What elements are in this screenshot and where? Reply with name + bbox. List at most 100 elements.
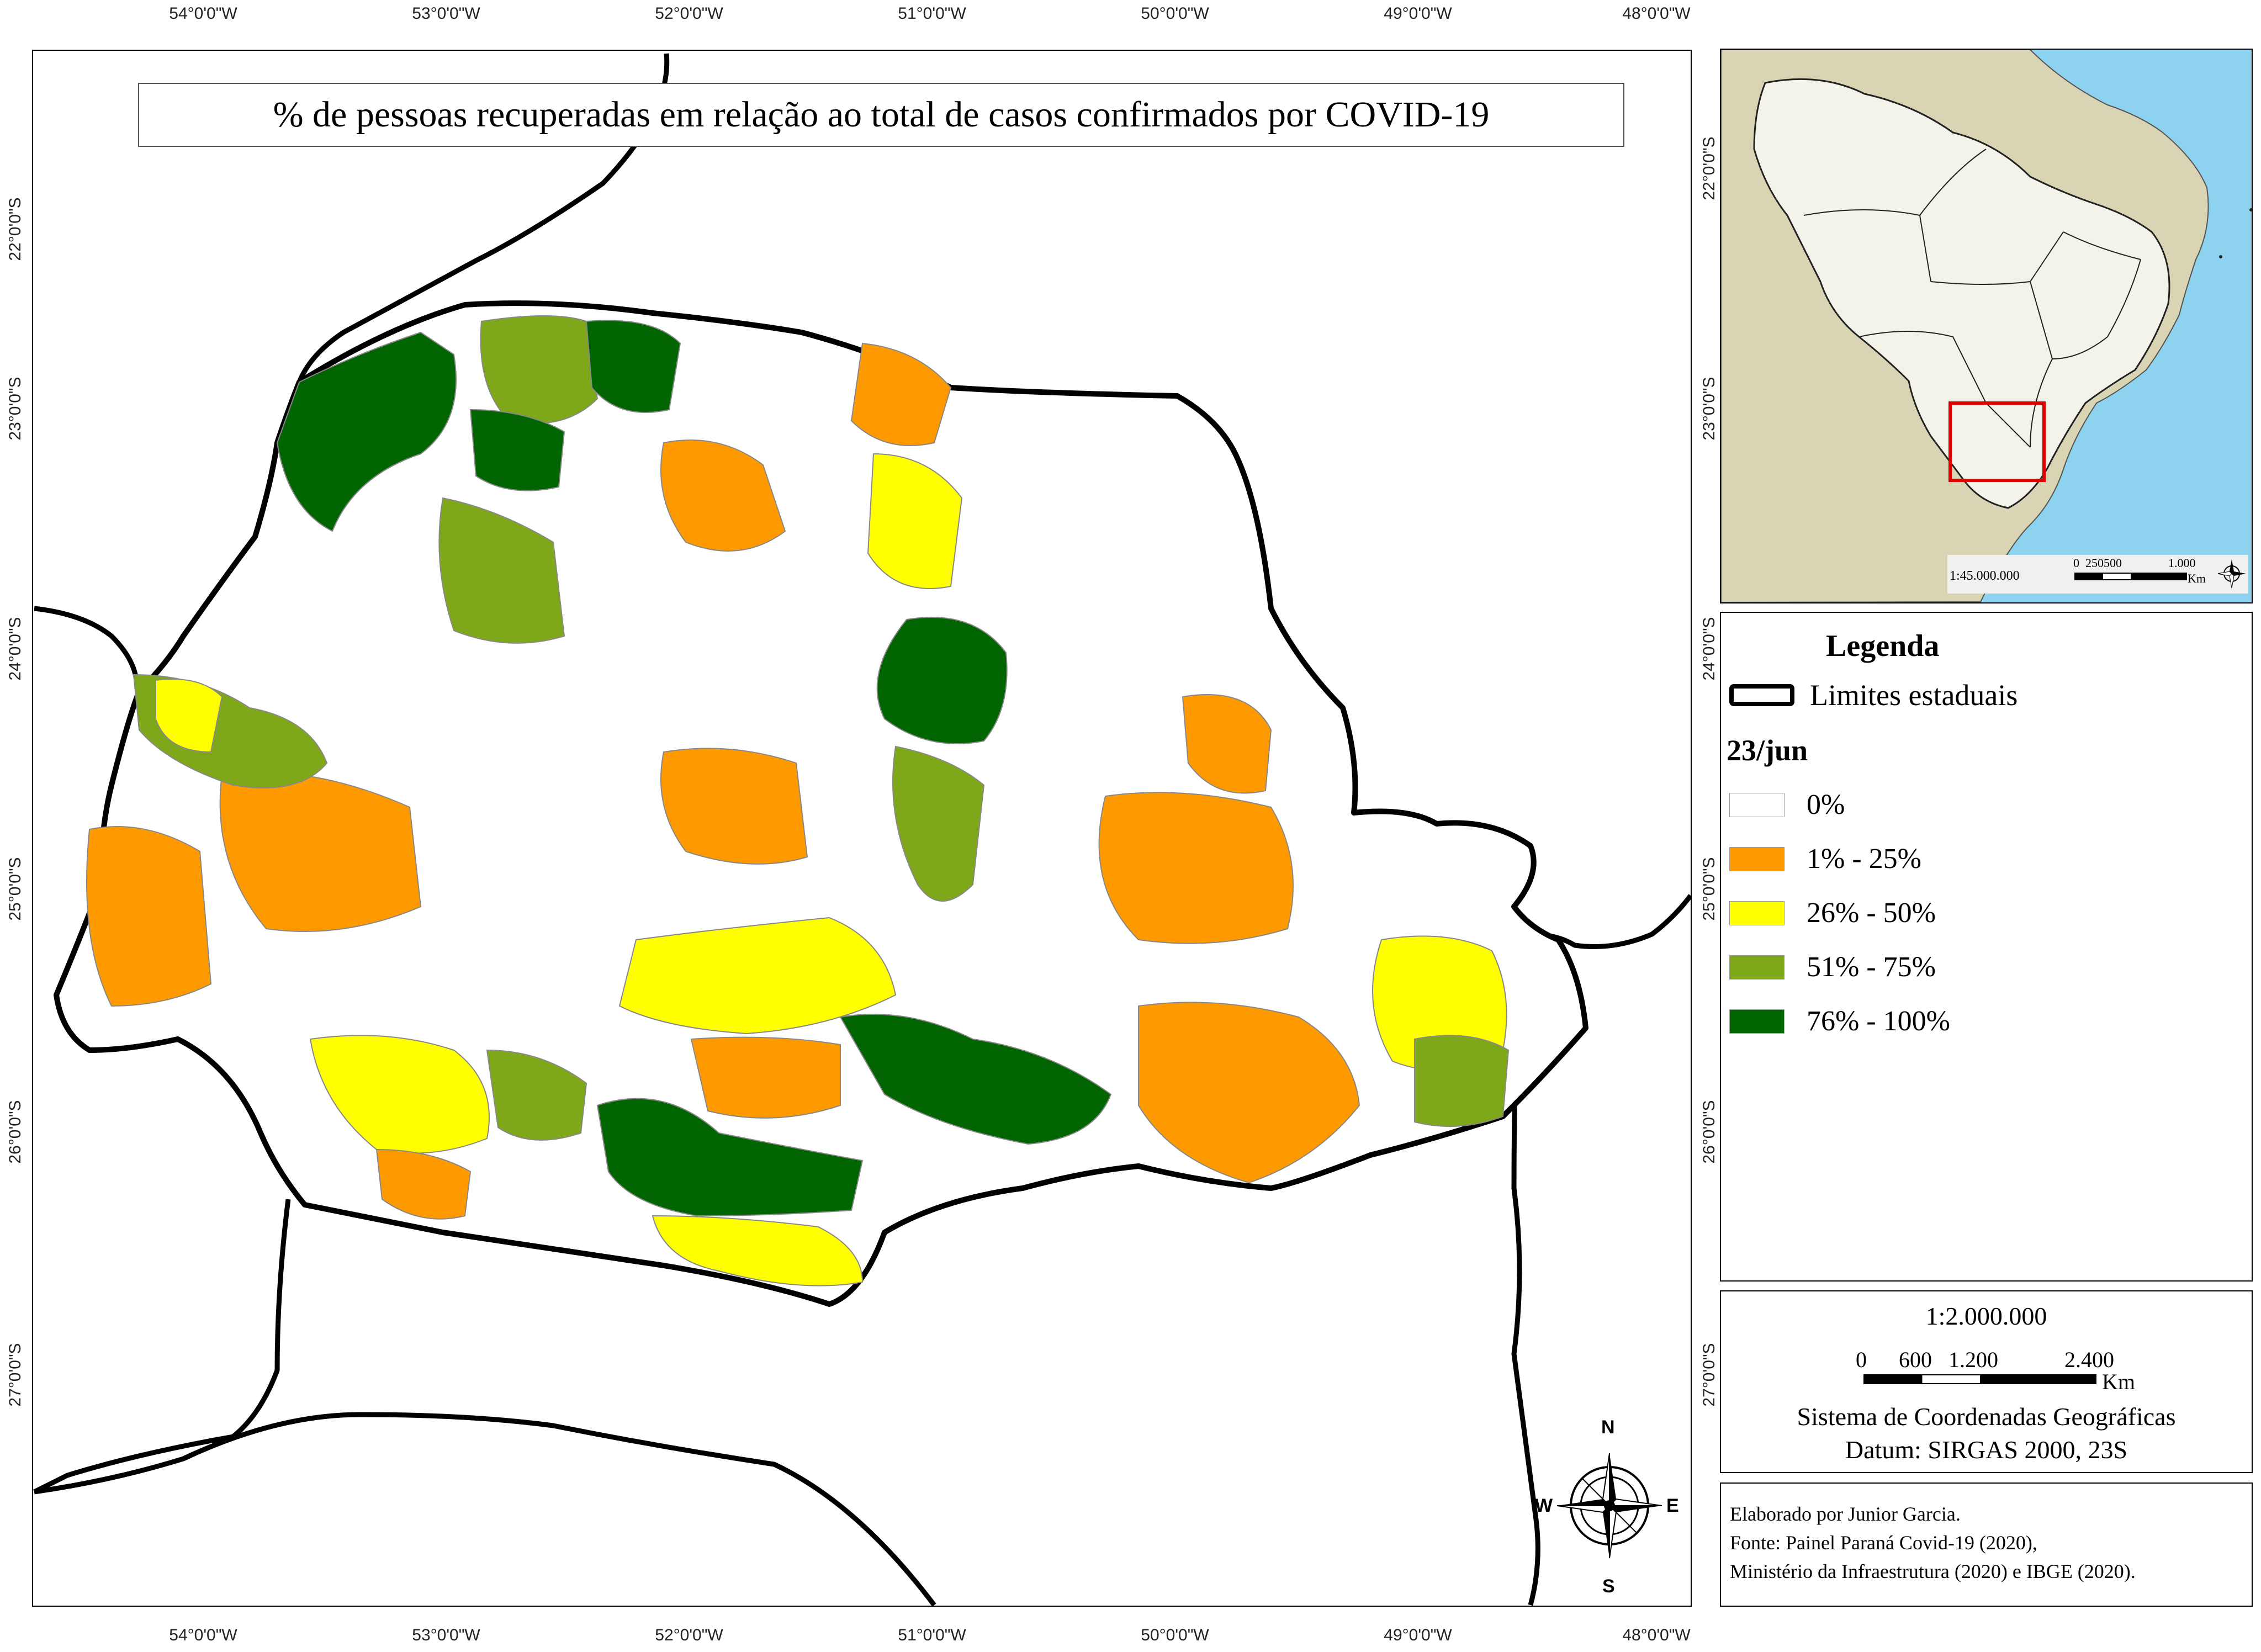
region-dark-green-north	[585, 320, 681, 413]
inset-locator-box	[1948, 401, 2046, 482]
south-america-inset	[1721, 50, 2252, 602]
lat-label-left-2: 23°0'0"S	[6, 377, 24, 441]
compass-s: S	[1602, 1576, 1615, 1597]
legend-class-row-2: 26% - 50%	[1729, 897, 1936, 929]
region-orange-south-center	[690, 1036, 841, 1119]
inset-bar-label-1: 250500	[2085, 556, 2122, 570]
scale-label-1: 600	[1899, 1347, 1932, 1372]
lon-label-top-7: 48°0'0"W	[1622, 4, 1691, 23]
region-yellow-west	[155, 679, 223, 753]
lon-label-bottom-1: 54°0'0"W	[169, 1626, 237, 1644]
inset-map-panel: 1:45.000.000 0 250500 1.000 Km	[1720, 49, 2253, 603]
state-map	[33, 53, 1691, 1606]
region-green-center	[892, 745, 985, 902]
region-orange-southwest	[375, 1148, 472, 1220]
legend-class-label-0: 0%	[1807, 789, 1845, 820]
lon-label-bottom-5: 50°0'0"W	[1141, 1626, 1209, 1644]
legend-class-label-1: 1% - 25%	[1807, 843, 1921, 875]
region-orange-east-large	[1098, 792, 1294, 944]
inset-scale-box: 1:45.000.000 0 250500 1.000 Km	[1947, 555, 2248, 594]
lon-label-top-1: 54°0'0"W	[169, 4, 237, 23]
legend-swatch-4	[1729, 1009, 1785, 1034]
inset-scale-ratio: 1:45.000.000	[1950, 569, 2020, 583]
inset-bar-label-0: 0	[2073, 556, 2079, 570]
lat-label-left-3: 24°0'0"S	[6, 617, 24, 681]
legend-class-row-0: 0%	[1729, 788, 1845, 821]
region-orange-center	[660, 748, 808, 865]
region-yellow-center-south	[618, 917, 897, 1035]
legend-panel: Legenda Limites estaduais 23/jun 0% 1% -…	[1720, 612, 2253, 1282]
credits-line-2: Fonte: Painel Paraná Covid-19 (2020),	[1730, 1532, 2037, 1554]
region-green-north	[480, 315, 599, 424]
map-title: % de pessoas recuperadas em relação ao t…	[273, 94, 1490, 135]
lon-label-top-2: 53°0'0"W	[412, 4, 480, 23]
boundary-line-south-1	[33, 1199, 291, 1495]
region-orange-northeast-2	[1182, 694, 1272, 794]
boundary-line-coast	[1511, 1022, 1540, 1606]
main-map-frame: % de pessoas recuperadas em relação ao t…	[32, 50, 1692, 1607]
credits-line-1: Elaborado por Junior Garcia.	[1730, 1503, 1961, 1525]
region-dark-green-northwest	[276, 331, 457, 532]
lat-label-left-5: 26°0'0"S	[6, 1100, 24, 1164]
inset-compass-icon	[2218, 559, 2246, 589]
inset-scale-unit: Km	[2188, 571, 2206, 585]
boundary-line-west	[34, 606, 139, 681]
scale-panel: 1:2.000.000 0 600 1.200 2.400 Km Sistema…	[1720, 1290, 2253, 1473]
region-orange-northeast	[850, 342, 952, 446]
lat-label-left-1: 22°0'0"S	[6, 197, 24, 261]
lon-label-top-5: 50°0'0"W	[1141, 4, 1209, 23]
lat-label-left-6: 27°0'0"S	[6, 1343, 24, 1407]
lon-label-bottom-3: 52°0'0"W	[655, 1626, 723, 1644]
legend-boundary-label: Limites estaduais	[1810, 679, 2018, 712]
compass-w: W	[1535, 1495, 1553, 1516]
brazil-land	[1753, 78, 2170, 509]
compass-rose-icon	[1556, 1453, 1662, 1559]
legend-swatch-3	[1729, 955, 1785, 979]
region-yellow-north	[867, 453, 963, 589]
scale-label-2: 1.200	[1948, 1347, 1998, 1372]
legend-class-row-3: 51% - 75%	[1729, 951, 1936, 983]
legend-class-label-2: 26% - 50%	[1807, 897, 1936, 929]
lon-label-top-6: 49°0'0"W	[1384, 4, 1452, 23]
lon-label-top-3: 52°0'0"W	[655, 4, 723, 23]
coordinate-system: Sistema de Coordenadas Geográficas	[1797, 1402, 2176, 1431]
region-dark-green-south-east	[839, 1014, 1112, 1145]
legend-class-row-1: 1% - 25%	[1729, 843, 1921, 875]
region-dark-green-north2	[469, 409, 565, 491]
region-orange-west	[86, 826, 212, 1007]
legend-class-row-4: 76% - 100%	[1729, 1005, 1950, 1037]
legend-swatch-1	[1729, 846, 1785, 871]
legend-swatch-0	[1729, 792, 1785, 817]
scale-unit: Km	[2102, 1369, 2135, 1394]
region-orange-east-south	[1138, 1002, 1360, 1184]
datum: Datum: SIRGAS 2000, 23S	[1845, 1436, 2128, 1464]
lon-label-bottom-6: 49°0'0"W	[1384, 1626, 1452, 1644]
legend-class-label-4: 76% - 100%	[1807, 1005, 1950, 1037]
scale-label-3: 2.400	[2064, 1347, 2114, 1372]
compass-rose: N S W E	[1535, 1417, 1679, 1597]
region-orange-north	[660, 440, 786, 552]
legend-class-label-3: 51% - 75%	[1807, 951, 1936, 983]
lon-label-bottom-2: 53°0'0"W	[412, 1626, 480, 1644]
lon-label-bottom-7: 48°0'0"W	[1622, 1626, 1691, 1644]
region-green-center-north	[438, 497, 565, 644]
inset-scale-bar	[2074, 573, 2187, 580]
map-title-box: % de pessoas recuperadas em relação ao t…	[138, 83, 1624, 147]
lon-label-bottom-4: 51°0'0"W	[898, 1626, 966, 1644]
compass-e: E	[1666, 1495, 1679, 1516]
scale-label-0: 0	[1856, 1347, 1867, 1372]
legend-title: Legenda	[1826, 629, 1940, 663]
legend-swatch-2	[1729, 901, 1785, 925]
scale-ratio: 1:2.000.000	[1925, 1302, 2047, 1330]
compass-n: N	[1601, 1417, 1615, 1438]
region-yellow-south	[652, 1215, 864, 1286]
legend-date: 23/jun	[1727, 734, 1808, 767]
credits-line-3: Ministério da Infraestrutura (2020) e IB…	[1730, 1560, 2136, 1582]
lat-label-left-4: 25°0'0"S	[6, 857, 24, 921]
inset-bar-label-2: 1.000	[2168, 556, 2196, 570]
lon-label-top-4: 51°0'0"W	[898, 4, 966, 23]
region-yellow-southwest	[309, 1035, 490, 1154]
region-green-east-coast	[1414, 1035, 1510, 1127]
region-dark-green-center	[876, 617, 1008, 744]
inset-lat-label-1	[1695, 124, 1724, 218]
